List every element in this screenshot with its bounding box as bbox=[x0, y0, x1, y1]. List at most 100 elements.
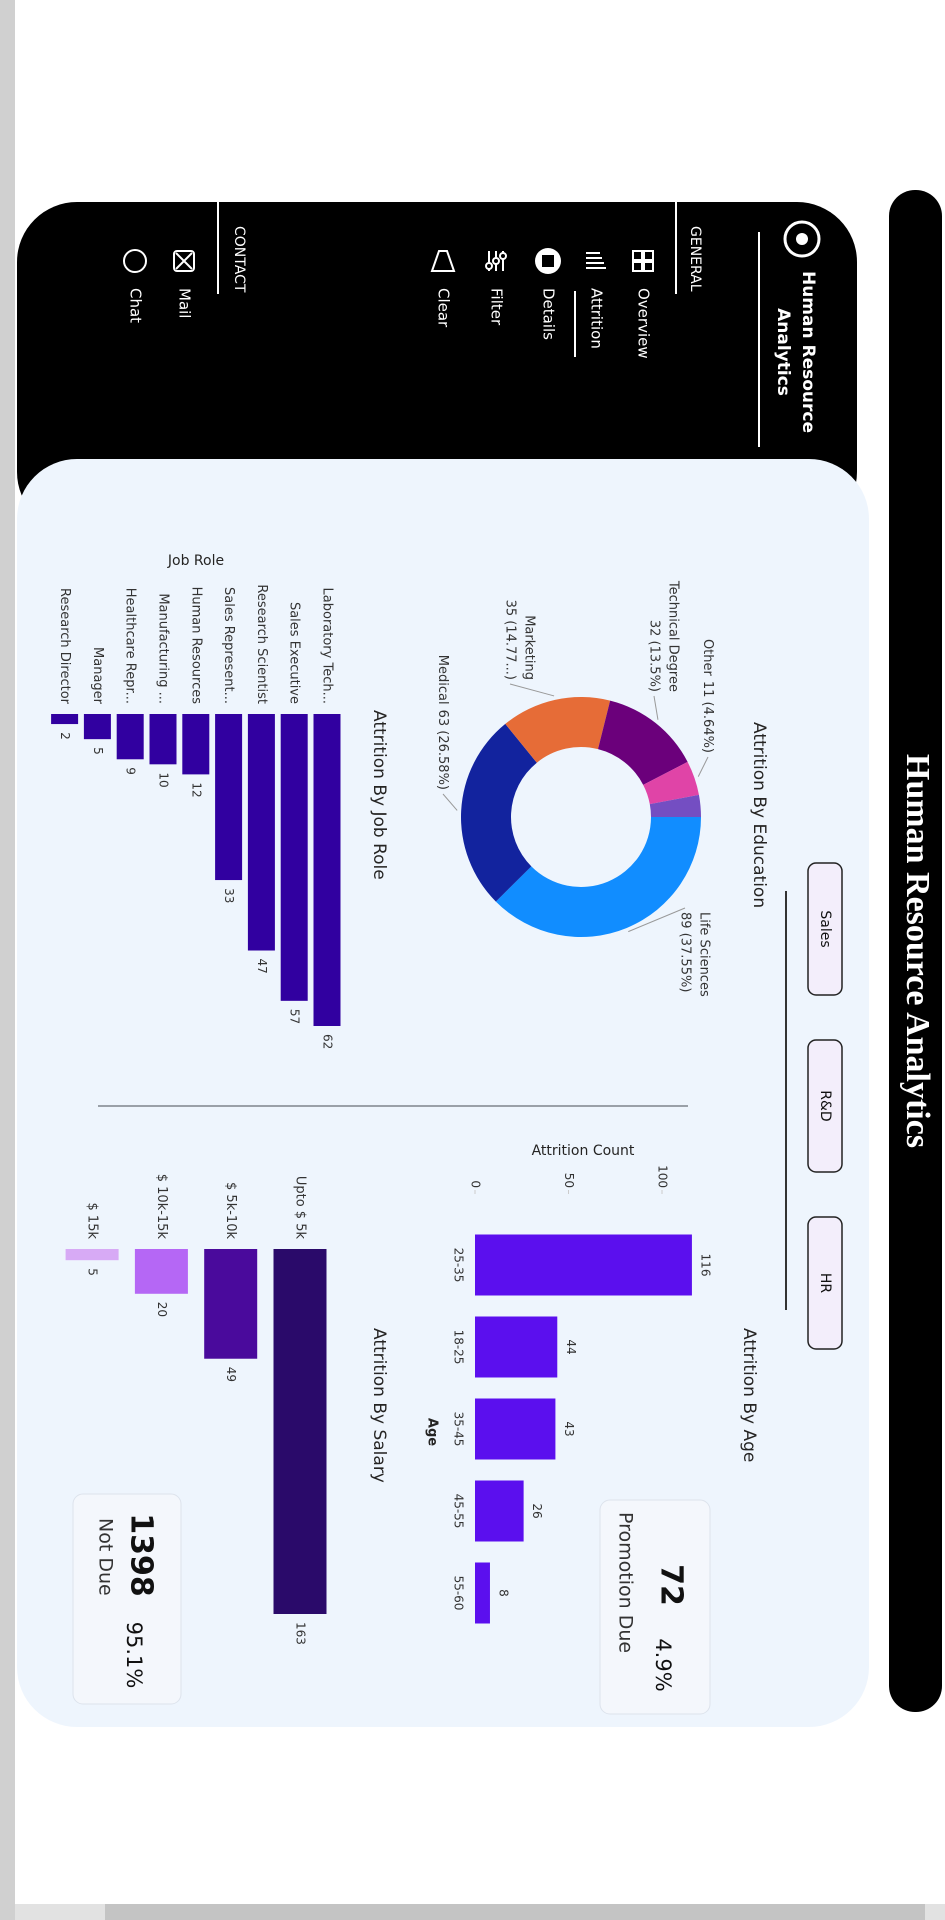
contact-item[interactable]: Mail bbox=[176, 288, 194, 318]
scrollbar-thumb[interactable] bbox=[105, 1904, 925, 1920]
bar bbox=[273, 1249, 327, 1614]
category-label: Sales Executive bbox=[287, 602, 302, 704]
kpi-percent: 4.9% bbox=[651, 1638, 675, 1691]
slice-label: Other 11 (4.64%) bbox=[701, 639, 716, 753]
nav-icon bbox=[499, 252, 507, 260]
nav-item[interactable]: Overview bbox=[635, 288, 653, 359]
category-label: Laboratory Tech... bbox=[320, 588, 335, 704]
bar bbox=[313, 714, 341, 1026]
value-label: 8 bbox=[496, 1589, 510, 1597]
value-label: 9 bbox=[124, 767, 138, 775]
nav-icon bbox=[542, 255, 554, 267]
value-label: 47 bbox=[255, 959, 269, 974]
value-label: 116 bbox=[698, 1254, 712, 1277]
leader-line bbox=[509, 683, 555, 697]
nav-item[interactable]: Clear bbox=[435, 288, 453, 328]
nav-icon bbox=[643, 250, 654, 261]
value-label: 12 bbox=[189, 782, 203, 797]
category-label: Research Director bbox=[57, 588, 72, 705]
donut-slice bbox=[505, 697, 611, 763]
axis-title: Job Role bbox=[167, 553, 224, 569]
section-label: GENERAL bbox=[687, 226, 703, 292]
value-label: 5 bbox=[86, 1268, 100, 1276]
y-tick-label: 50 bbox=[562, 1173, 576, 1188]
bar bbox=[51, 714, 79, 725]
logo bbox=[796, 233, 808, 245]
leader-line bbox=[628, 907, 686, 933]
value-label: 163 bbox=[294, 1622, 308, 1645]
bar bbox=[280, 714, 308, 1001]
category-label: Healthcare Repr... bbox=[123, 588, 138, 704]
value-label: 5 bbox=[91, 747, 105, 755]
sidebar bbox=[17, 202, 857, 532]
bar bbox=[182, 714, 210, 775]
value-label: 20 bbox=[155, 1302, 169, 1317]
axis-title: Attrition Count bbox=[532, 1143, 635, 1159]
bar bbox=[116, 714, 144, 760]
donut-slice bbox=[495, 817, 701, 937]
slice-value: 89 (37.55%) bbox=[678, 912, 693, 992]
bar bbox=[65, 1249, 119, 1261]
nav-icon bbox=[123, 249, 147, 273]
chart-title: Attrition By Education bbox=[749, 722, 769, 908]
value-label: 33 bbox=[222, 888, 236, 903]
category-label: $ 15k bbox=[85, 1203, 100, 1240]
slicer-button[interactable] bbox=[807, 1216, 843, 1350]
slicer-label[interactable]: Sales bbox=[817, 910, 833, 947]
x-tick-label: 25-35 bbox=[452, 1248, 466, 1283]
bar bbox=[149, 714, 177, 765]
kpi-value: 1398 bbox=[124, 1513, 159, 1597]
bar bbox=[475, 1398, 556, 1460]
leader-line bbox=[697, 756, 709, 777]
kpi-percent: 95.1% bbox=[122, 1622, 146, 1689]
title-bar bbox=[889, 190, 942, 1712]
value-label: 57 bbox=[288, 1009, 302, 1024]
slice-name: Other bbox=[701, 639, 716, 677]
category-label: Human Resources bbox=[188, 587, 203, 705]
category-label: Manufacturing ... bbox=[156, 593, 171, 704]
bar bbox=[474, 1480, 524, 1542]
section-label: CONTACT bbox=[231, 226, 247, 293]
slice-value: 63 (26.58%) bbox=[436, 710, 451, 790]
slice-label: Marketing bbox=[522, 615, 537, 680]
slicer-label[interactable]: R&D bbox=[817, 1090, 833, 1121]
slicer-button[interactable] bbox=[807, 862, 843, 996]
axis-title: Age bbox=[425, 1418, 440, 1446]
x-tick-label: 55-60 bbox=[452, 1576, 466, 1611]
nav-item[interactable]: Filter bbox=[488, 288, 506, 326]
value-label: 44 bbox=[564, 1339, 578, 1354]
chart-title: Attrition By Job Role bbox=[369, 710, 389, 880]
kpi-card bbox=[72, 1493, 182, 1705]
category-label: Research Scientist bbox=[254, 584, 269, 704]
x-tick-label: 18-25 bbox=[452, 1330, 466, 1365]
slice-value: 11 (4.64%) bbox=[701, 681, 716, 753]
nav-item[interactable]: Attrition bbox=[588, 288, 606, 349]
bar bbox=[475, 1316, 558, 1378]
kpi-label: Promotion Due bbox=[615, 1512, 637, 1653]
category-label: $ 10k-15k bbox=[154, 1174, 169, 1240]
slicer-button[interactable] bbox=[807, 1039, 843, 1173]
bar bbox=[474, 1562, 490, 1624]
slice-value: 32 (13.5%) bbox=[647, 620, 662, 692]
category-label: Sales Represent... bbox=[221, 587, 236, 704]
nav-icon bbox=[173, 250, 195, 272]
x-tick-label: 35-45 bbox=[452, 1412, 466, 1447]
contact-item[interactable]: Chat bbox=[127, 288, 145, 323]
chart-title: Attrition By Age bbox=[739, 1328, 759, 1462]
donut-slice bbox=[597, 700, 688, 785]
brand: Human Resource bbox=[798, 271, 818, 433]
leader-line bbox=[653, 695, 659, 720]
nav-icon bbox=[430, 250, 456, 272]
donut-slice bbox=[643, 761, 699, 805]
nav-item[interactable]: Details bbox=[540, 288, 558, 340]
bar bbox=[247, 714, 275, 951]
slice-name: Medical bbox=[436, 655, 451, 705]
bar bbox=[475, 1234, 692, 1296]
brand: Analytics bbox=[773, 308, 793, 396]
slicer-label[interactable]: HR bbox=[817, 1273, 833, 1294]
nav-icon bbox=[175, 252, 193, 270]
chart-title: Attrition By Salary bbox=[369, 1328, 389, 1483]
x-tick-label: 45-55 bbox=[452, 1494, 466, 1529]
